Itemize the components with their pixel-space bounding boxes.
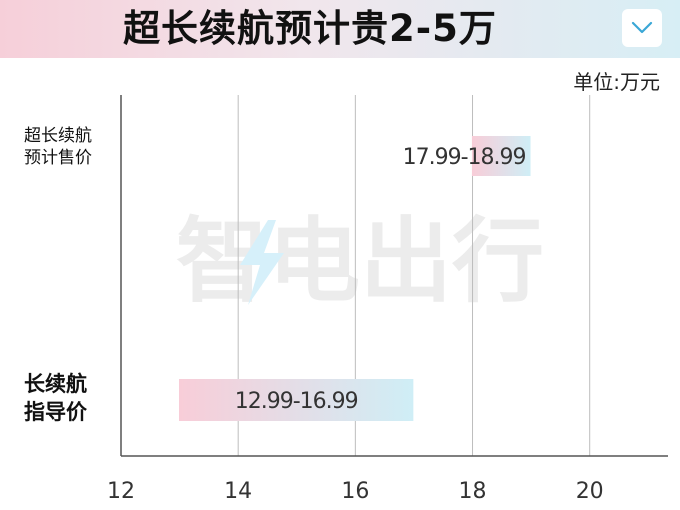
range-label: 17.99-18.99: [403, 145, 526, 170]
title-banner: 超长续航预计贵2-5万: [0, 0, 680, 58]
range-label: 12.99-16.99: [235, 389, 358, 414]
x-tick-label: 14: [224, 479, 252, 504]
range-bar: [471, 136, 531, 176]
row-label-line: 超长续航: [24, 126, 92, 146]
row-label-line: 指导价: [24, 398, 87, 424]
collapse-button[interactable]: [622, 9, 662, 47]
x-tick-label: 12: [107, 479, 135, 504]
page-title: 超长续航预计贵2-5万: [123, 7, 497, 50]
range-bar: [179, 379, 414, 421]
chevron-down-icon: [631, 21, 653, 34]
row-label-line: 预计售价: [24, 148, 92, 169]
unit-label: 单位:万元: [573, 70, 660, 94]
x-tick-label: 16: [341, 479, 369, 504]
lightning-icon: [240, 220, 284, 305]
x-tick-label: 18: [459, 479, 487, 504]
row-label-long-range: 长续航 指导价: [24, 370, 87, 425]
watermark-text: 智电出行: [176, 208, 544, 315]
row-label-line: 长续航: [24, 371, 87, 396]
x-tick-label: 20: [576, 479, 604, 504]
watermark: 智电出行: [176, 208, 544, 315]
row-label-extended-range: 超长续航 预计售价: [24, 125, 92, 170]
